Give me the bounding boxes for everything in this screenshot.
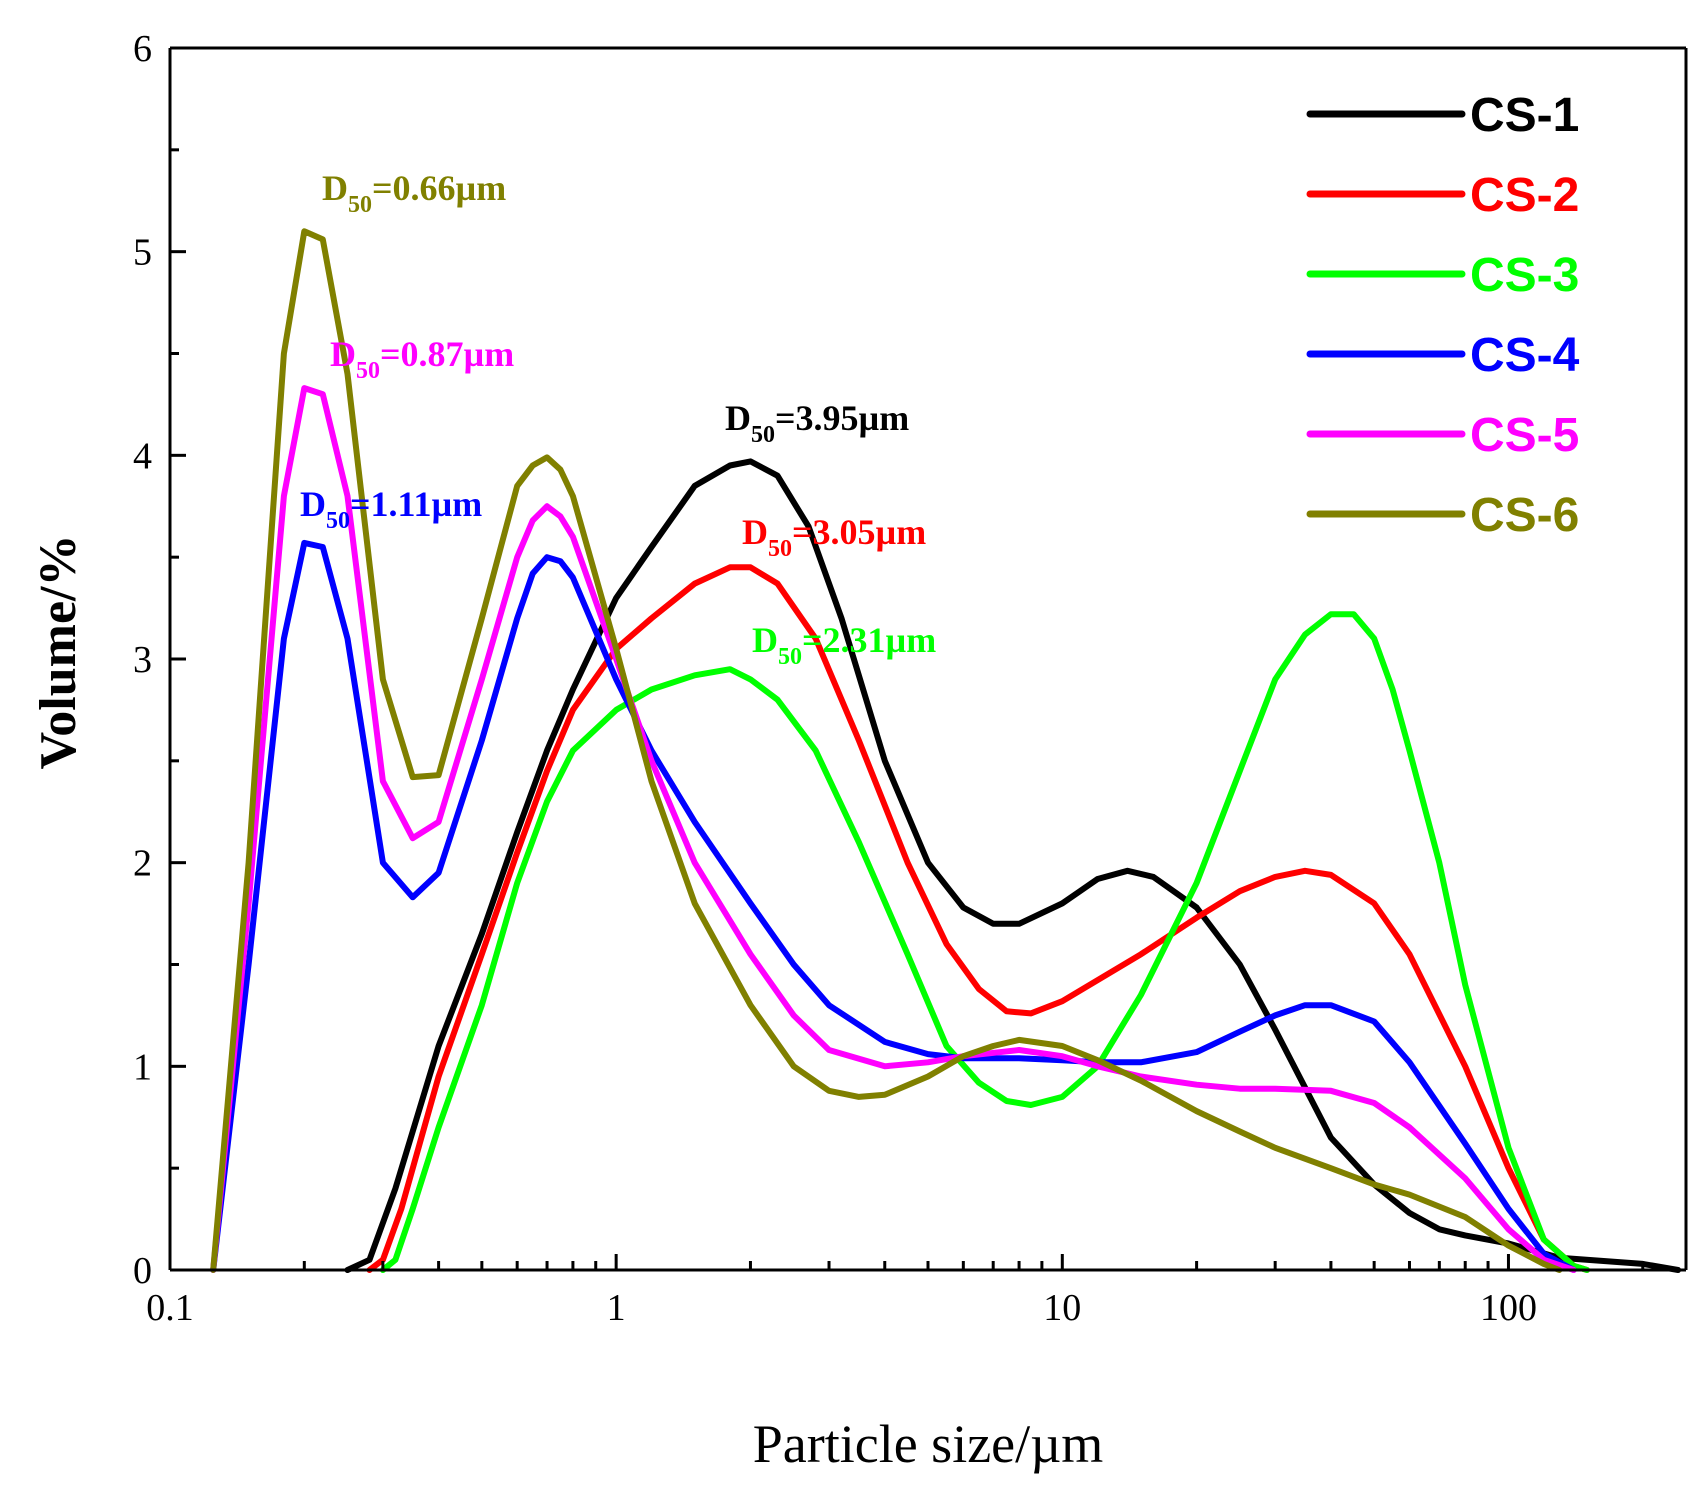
legend-label-cs-5: CS-5	[1470, 409, 1579, 462]
d50-subscript: 50	[348, 192, 372, 218]
d50-subscript: 50	[751, 422, 775, 448]
series-line-cs-3	[379, 611, 1590, 1273]
legend-label-cs-4: CS-4	[1470, 329, 1580, 382]
d50-prefix: D	[752, 620, 778, 660]
y-tick-label: 1	[133, 1046, 152, 1088]
d50-subscript: 50	[356, 358, 380, 384]
annotation-layer: D50=0.66µmD50=0.87µmD50=1.11µmD50=3.95µm…	[300, 168, 936, 670]
legend-label-cs-2: CS-2	[1470, 169, 1579, 222]
legend-label-cs-3: CS-3	[1470, 249, 1579, 302]
series-line-cs-2	[366, 564, 1590, 1273]
legend-label-cs-6: CS-6	[1470, 489, 1579, 542]
d50-prefix: D	[300, 484, 326, 524]
series-layer	[210, 228, 1682, 1273]
d50-prefix: D	[330, 334, 356, 374]
d50-prefix: D	[725, 398, 751, 438]
series-line-cs-5	[210, 385, 1577, 1273]
d50-subscript: 50	[778, 644, 802, 670]
d50-value: =0.66µm	[372, 168, 506, 208]
legend: CS-1 CS-2 CS-3 CS-4 CS-5 CS-6	[1306, 89, 1580, 542]
y-tick-label: 5	[133, 232, 152, 274]
d50-annotation: D50=2.31µm	[752, 620, 936, 670]
d50-value: =1.11µm	[350, 484, 482, 524]
y-tick-label: 3	[133, 639, 152, 681]
d50-value: =3.05µm	[792, 512, 926, 552]
legend-label-cs-1: CS-1	[1470, 89, 1579, 142]
x-tick-label: 10	[1043, 1287, 1081, 1329]
d50-prefix: D	[742, 512, 768, 552]
x-axis-title: Particle size/µm	[753, 1414, 1104, 1474]
d50-annotation: D50=0.87µm	[330, 334, 514, 384]
d50-annotation: D50=0.66µm	[322, 168, 506, 218]
series-line-cs-1	[344, 458, 1682, 1273]
axes-layer: 0 1 2 3 4 5 6 0.1 1 10 100	[133, 28, 1688, 1329]
d50-annotation: D50=1.11µm	[300, 484, 482, 534]
d50-value: =2.31µm	[802, 620, 936, 660]
d50-annotation: D50=3.05µm	[742, 512, 926, 562]
d50-annotation: D50=3.95µm	[725, 398, 909, 448]
y-tick-label: 0	[133, 1250, 152, 1292]
d50-subscript: 50	[326, 508, 350, 534]
y-tick-label: 4	[133, 435, 152, 477]
x-tick-label: 1	[607, 1287, 626, 1329]
series-line-cs-6	[210, 228, 1563, 1273]
d50-prefix: D	[322, 168, 348, 208]
d50-subscript: 50	[768, 536, 792, 562]
y-tick-label: 6	[133, 28, 152, 70]
series-line-cs-4	[210, 539, 1577, 1273]
x-tick-label: 0.1	[146, 1287, 194, 1329]
y-tick-label: 2	[133, 843, 152, 885]
d50-value: =0.87µm	[380, 334, 514, 374]
d50-value: =3.95µm	[775, 398, 909, 438]
y-axis-title: Volume/%	[30, 535, 87, 770]
x-tick-label: 100	[1480, 1287, 1537, 1329]
